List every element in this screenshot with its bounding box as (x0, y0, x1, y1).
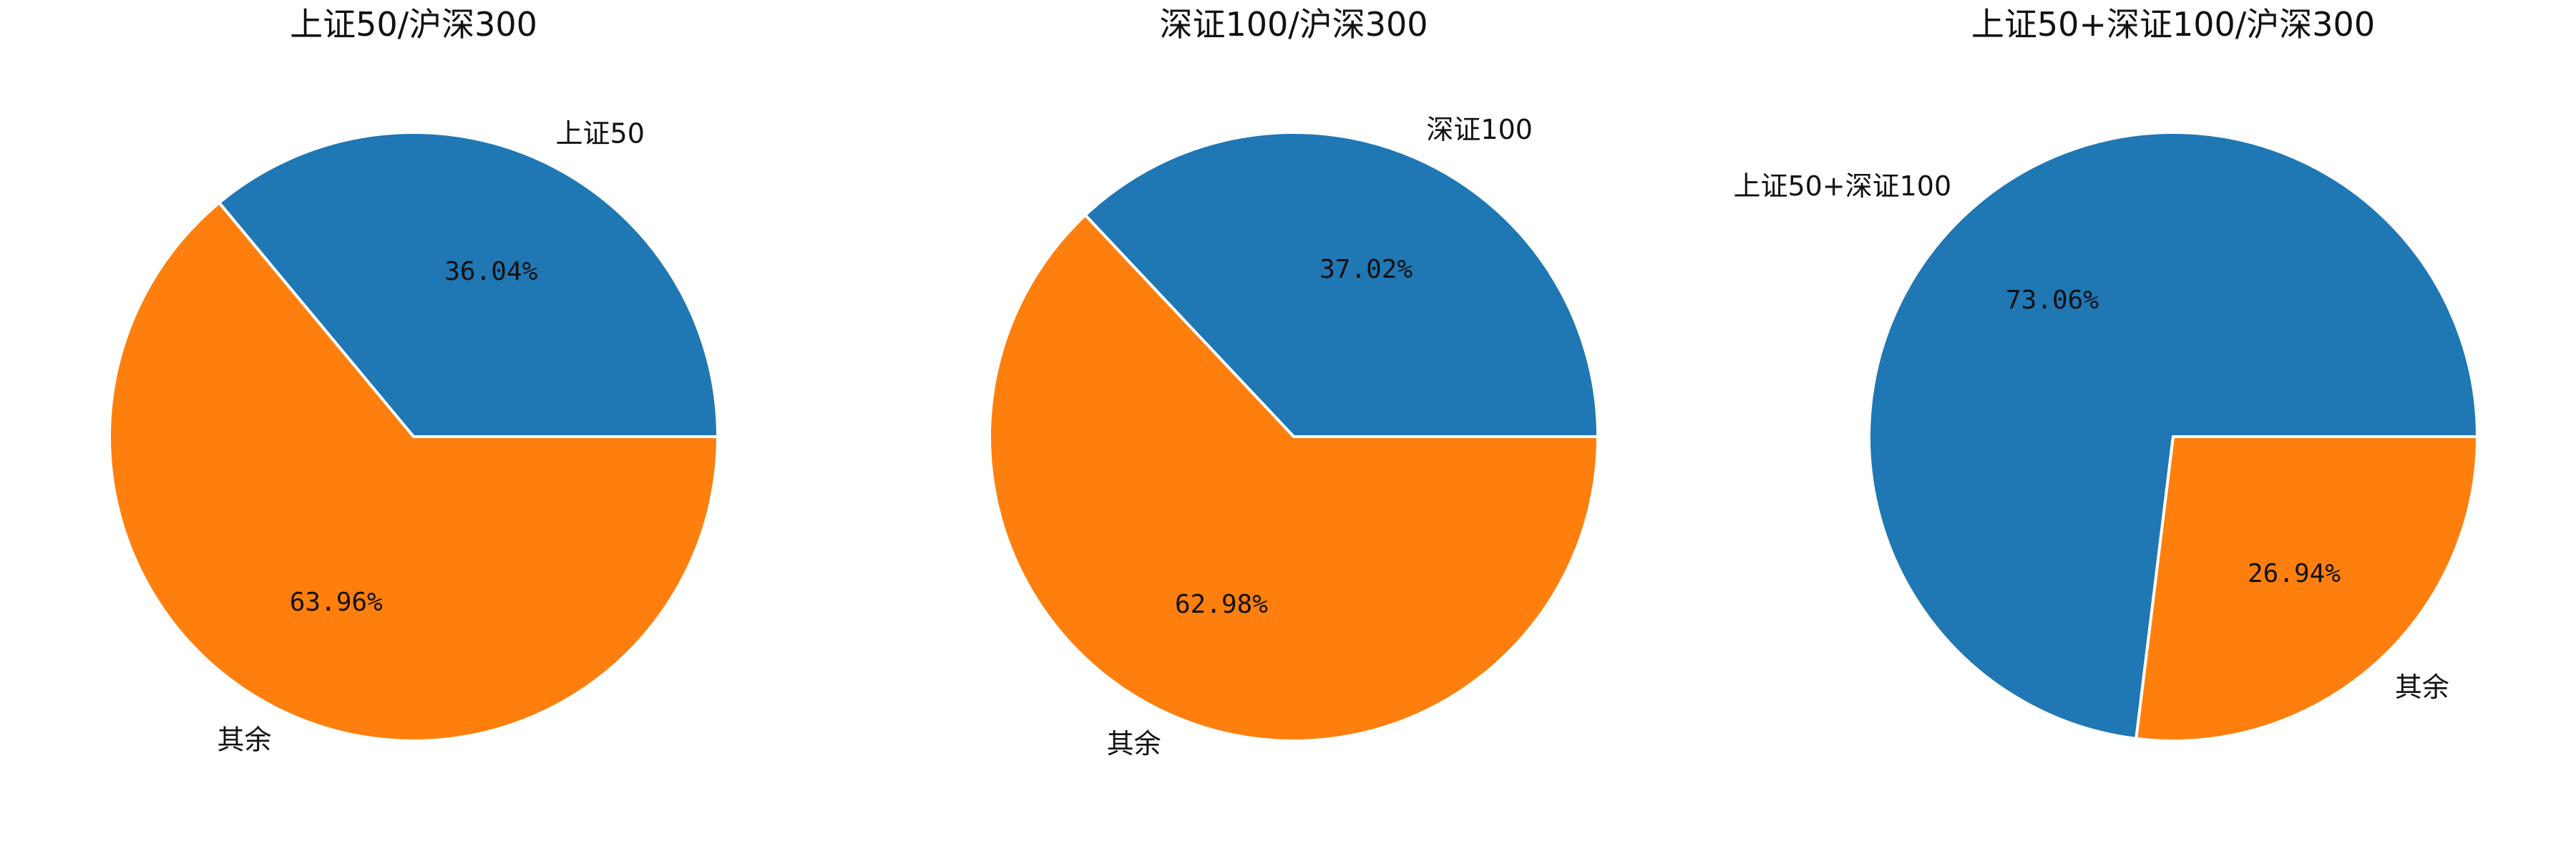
pct-label-szse100-0: 37.02% (1319, 255, 1413, 284)
chart-title-szse100: 深证100/沪深300 (1159, 5, 1428, 44)
pie-chart-combined: 上证50+深证100/沪深300 73.06% 上证50+深证100 26.94% 其… (1733, 5, 2479, 743)
slice-label-combined-1: 其余 (2395, 671, 2449, 703)
slice-label-szse100-1: 其余 (1107, 728, 1161, 759)
pie-slice-szse100-1 (988, 213, 1599, 742)
pct-label-sse50-1: 63.96% (290, 588, 383, 617)
pct-label-combined-0: 73.06% (2006, 286, 2099, 315)
pct-label-szse100-1: 62.98% (1175, 590, 1268, 619)
pie-chart-sse50: 上证50/沪深300 36.04% 上证50 63.96% 其余 (108, 5, 719, 755)
slice-label-sse50-1: 其余 (217, 724, 271, 755)
pie-chart-szse100: 深证100/沪深300 37.02% 深证100 62.98% 其余 (988, 5, 1599, 759)
slice-label-szse100-0: 深证100 (1426, 114, 1533, 145)
pie-slice-combined-1 (2135, 435, 2479, 743)
pie-slice-sse50-1 (108, 201, 719, 742)
slice-label-combined-0: 上证50+深证100 (1733, 170, 1951, 202)
pct-label-combined-1: 26.94% (2248, 559, 2341, 588)
pct-label-sse50-0: 36.04% (444, 257, 537, 286)
pie-slice-sse50-0 (218, 131, 719, 438)
pie-slice-szse100-0 (1083, 131, 1599, 438)
slice-label-sse50-0: 上证50 (556, 118, 645, 150)
chart-title-sse50: 上证50/沪深300 (290, 5, 537, 44)
chart-title-combined: 上证50+深证100/沪深300 (1971, 5, 2375, 44)
